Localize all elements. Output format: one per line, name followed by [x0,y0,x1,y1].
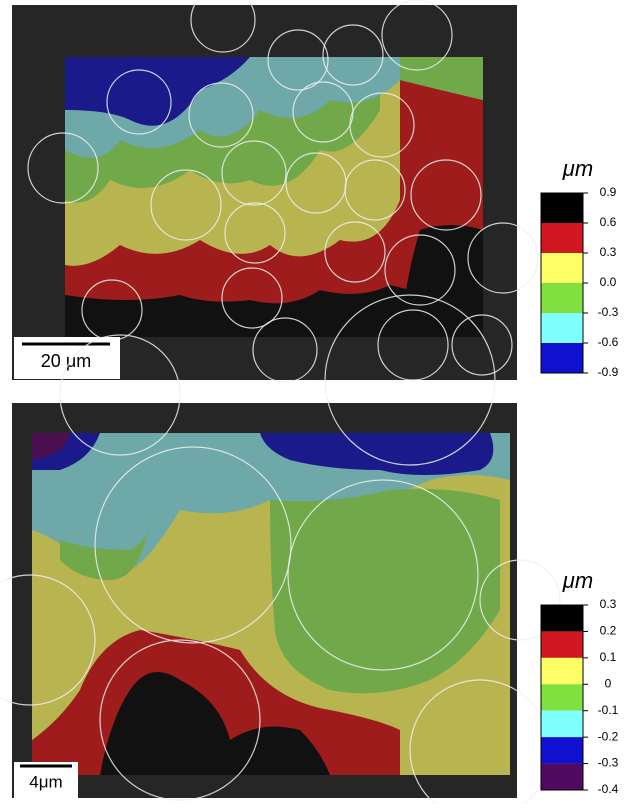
colorbar-band [541,253,583,283]
colorbar-band [541,763,583,790]
colorbar-band [541,193,583,223]
colorbar-band [541,313,583,343]
scale-bar-label: 20 μm [41,351,91,371]
colorbar-tick-label: -0.1 [598,703,619,717]
colorbar-frame [540,604,584,791]
colorbar-band [541,223,583,253]
colorbar-band [541,710,583,738]
colorbar-tick-label: -0.4 [598,782,619,796]
colorbar-band [541,684,583,711]
colorbar-tick-label: -0.2 [598,729,619,743]
colorbar-band [541,631,583,658]
scale-bar-label: 4μm [29,772,62,791]
colorbar-tick-label: 0.1 [600,650,617,664]
colorbar-tick-label: 0.0 [600,275,617,289]
colorbar-tick-label: -0.6 [598,335,619,349]
colorbar-tick-label: 0.6 [600,215,617,229]
colorbar-band [541,657,583,685]
top-map [12,0,539,383]
colorbar-band [541,283,583,313]
colorbar-band [541,605,583,632]
colorbar-band [541,737,583,764]
colorbar-tick-label: 0.3 [600,597,617,611]
colorbar-tick-label: -0.9 [598,365,619,379]
colorbar-band [541,343,583,373]
colorbar-unit: μm [562,568,593,593]
colorbar-tick-label: -0.3 [598,756,619,770]
colorbar-tick-label: 0.2 [600,624,617,638]
colorbar-tick-label: -0.3 [598,305,619,319]
colorbar-tick-label: 0.9 [600,185,617,199]
bottom-map [0,294,561,809]
colorbar-unit: μm [562,156,593,181]
colorbar-tick-label: 0.3 [600,245,617,259]
colorbar-tick-label: 0 [605,676,612,690]
